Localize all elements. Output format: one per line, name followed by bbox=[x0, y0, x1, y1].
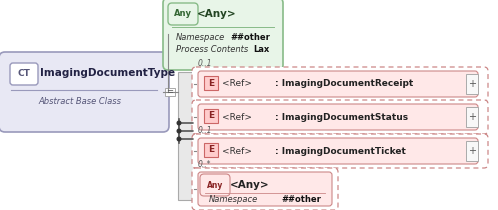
Text: Process Contents: Process Contents bbox=[176, 46, 248, 55]
FancyBboxPatch shape bbox=[0, 52, 169, 132]
Text: +: + bbox=[468, 79, 476, 89]
FancyBboxPatch shape bbox=[192, 100, 488, 134]
Bar bbox=[204, 109, 218, 123]
Text: Any: Any bbox=[207, 181, 223, 189]
Circle shape bbox=[177, 129, 181, 133]
Text: +: + bbox=[468, 112, 476, 122]
Text: <Ref>: <Ref> bbox=[222, 147, 252, 155]
Text: Lax: Lax bbox=[254, 46, 270, 55]
FancyBboxPatch shape bbox=[192, 134, 488, 168]
FancyBboxPatch shape bbox=[192, 67, 488, 101]
Text: <Ref>: <Ref> bbox=[222, 80, 252, 88]
FancyBboxPatch shape bbox=[198, 138, 478, 164]
FancyBboxPatch shape bbox=[10, 63, 38, 85]
Text: Namespace: Namespace bbox=[176, 33, 225, 42]
Bar bbox=[466, 107, 478, 127]
Bar bbox=[165, 88, 175, 96]
Text: CT: CT bbox=[17, 70, 30, 79]
FancyBboxPatch shape bbox=[200, 174, 230, 196]
Text: Any: Any bbox=[174, 9, 192, 18]
FancyBboxPatch shape bbox=[198, 71, 478, 97]
Text: <Ref>: <Ref> bbox=[222, 113, 252, 122]
Text: <Any>: <Any> bbox=[230, 180, 269, 190]
Text: : ImagingDocumentReceipt: : ImagingDocumentReceipt bbox=[275, 80, 413, 88]
Bar bbox=[204, 76, 218, 90]
Text: 0..*: 0..* bbox=[198, 160, 212, 169]
Text: ImagingDocumentType: ImagingDocumentType bbox=[40, 68, 175, 78]
FancyBboxPatch shape bbox=[163, 0, 283, 70]
FancyBboxPatch shape bbox=[192, 168, 338, 210]
Text: E: E bbox=[208, 112, 214, 121]
Circle shape bbox=[177, 121, 181, 125]
Text: : ImagingDocumentTicket: : ImagingDocumentTicket bbox=[275, 147, 406, 155]
Text: ##other: ##other bbox=[230, 33, 270, 42]
FancyBboxPatch shape bbox=[198, 172, 332, 206]
Text: =: = bbox=[166, 88, 173, 97]
Bar bbox=[466, 141, 478, 161]
Text: : ImagingDocumentStatus: : ImagingDocumentStatus bbox=[275, 113, 408, 122]
Text: E: E bbox=[208, 79, 214, 88]
Text: Abstract Base Class: Abstract Base Class bbox=[38, 97, 122, 105]
Text: 0..1: 0..1 bbox=[198, 126, 213, 135]
Text: +: + bbox=[468, 146, 476, 156]
Bar bbox=[178, 72, 194, 200]
Bar bbox=[466, 74, 478, 94]
Text: ##other: ##other bbox=[281, 196, 321, 205]
Text: Namespace: Namespace bbox=[209, 196, 258, 205]
Circle shape bbox=[177, 137, 181, 141]
FancyBboxPatch shape bbox=[168, 3, 198, 25]
Text: 0..1: 0..1 bbox=[198, 59, 213, 68]
Text: <Any>: <Any> bbox=[197, 9, 237, 19]
FancyBboxPatch shape bbox=[198, 104, 478, 130]
Bar bbox=[204, 143, 218, 157]
Text: E: E bbox=[208, 146, 214, 155]
